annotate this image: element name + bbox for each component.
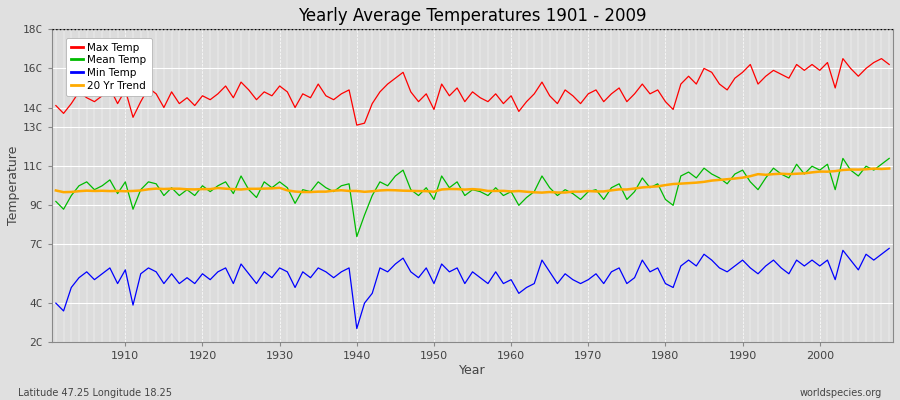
Text: worldspecies.org: worldspecies.org bbox=[800, 388, 882, 398]
Title: Yearly Average Temperatures 1901 - 2009: Yearly Average Temperatures 1901 - 2009 bbox=[298, 7, 647, 25]
Y-axis label: Temperature: Temperature bbox=[7, 146, 20, 226]
Text: Latitude 47.25 Longitude 18.25: Latitude 47.25 Longitude 18.25 bbox=[18, 388, 172, 398]
X-axis label: Year: Year bbox=[459, 364, 486, 377]
Legend: Max Temp, Mean Temp, Min Temp, 20 Yr Trend: Max Temp, Mean Temp, Min Temp, 20 Yr Tre… bbox=[66, 38, 152, 96]
